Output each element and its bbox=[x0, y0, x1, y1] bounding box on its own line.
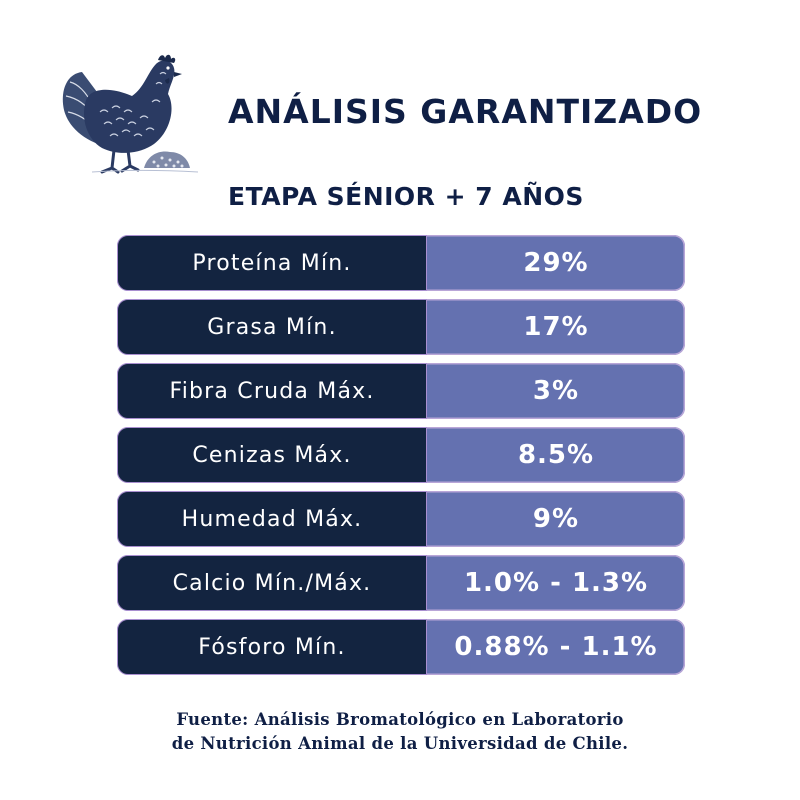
row-label: Fósforo Mín. bbox=[117, 619, 427, 675]
row-label: Humedad Máx. bbox=[117, 491, 427, 547]
table-row-fosforo: Fósforo Mín. 0.88% - 1.1% bbox=[117, 619, 685, 675]
analysis-table: Proteína Mín. 29% Grasa Mín. 17% Fibra C… bbox=[117, 235, 685, 683]
row-value: 1.0% - 1.3% bbox=[463, 568, 649, 598]
hen-icon bbox=[62, 54, 199, 174]
source-line-1: Fuente: Análisis Bromatológico en Labora… bbox=[176, 710, 624, 729]
page-subtitle: ETAPA SÉNIOR + 7 AÑOS bbox=[228, 182, 584, 211]
row-value: 0.88% - 1.1% bbox=[454, 632, 658, 662]
row-label: Proteína Mín. bbox=[117, 235, 427, 291]
table-row-humedad: Humedad Máx. 9% bbox=[117, 491, 685, 547]
row-label: Grasa Mín. bbox=[117, 299, 427, 355]
row-value: 29% bbox=[523, 248, 589, 278]
row-value: 8.5% bbox=[517, 440, 595, 470]
source-line-2: de Nutrición Animal de la Universidad de… bbox=[171, 734, 629, 753]
row-value: 9% bbox=[532, 504, 580, 534]
table-row-proteina: Proteína Mín. 29% bbox=[117, 235, 685, 291]
row-label: Cenizas Máx. bbox=[117, 427, 427, 483]
source-note: Fuente: Análisis Bromatológico en Labora… bbox=[0, 708, 800, 756]
row-label: Fibra Cruda Máx. bbox=[117, 363, 427, 419]
row-label: Calcio Mín./Máx. bbox=[117, 555, 427, 611]
table-row-calcio: Calcio Mín./Máx. 1.0% - 1.3% bbox=[117, 555, 685, 611]
page-title: ANÁLISIS GARANTIZADO bbox=[228, 92, 703, 131]
table-row-fibra: Fibra Cruda Máx. 3% bbox=[117, 363, 685, 419]
table-row-grasa: Grasa Mín. 17% bbox=[117, 299, 685, 355]
table-row-cenizas: Cenizas Máx. 8.5% bbox=[117, 427, 685, 483]
row-value: 3% bbox=[532, 376, 580, 406]
row-value: 17% bbox=[523, 312, 589, 342]
